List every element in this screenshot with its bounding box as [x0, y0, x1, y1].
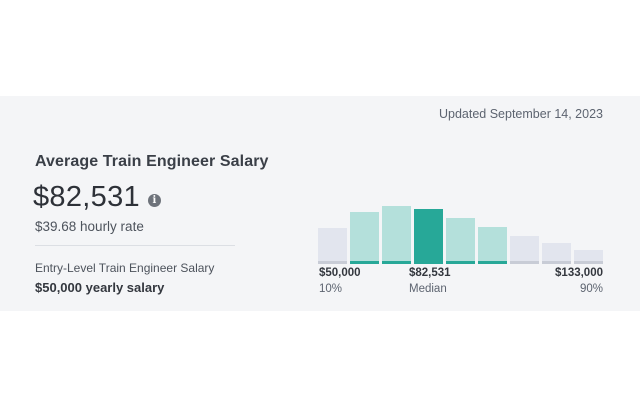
histogram-bar-7	[510, 236, 539, 264]
average-salary-row: $82,531 i	[33, 181, 161, 214]
info-icon[interactable]: i	[147, 194, 161, 207]
histogram-bar-2	[350, 212, 379, 264]
chart-label-left-value: $50,000	[319, 267, 361, 279]
salary-title: Average Train Engineer Salary	[35, 153, 269, 170]
chart-label-median-value: $82,531	[409, 267, 451, 279]
hourly-rate: $39.68 hourly rate	[35, 219, 144, 234]
entry-level-label: Entry-Level Train Engineer Salary	[35, 261, 215, 275]
histogram-bar-4	[414, 209, 443, 264]
histogram-bar-baseline	[574, 261, 603, 264]
histogram-bar-baseline	[478, 261, 507, 264]
chart-label-right-value: $133,000	[555, 267, 603, 279]
chart-label-right-sub: 90%	[579, 283, 603, 295]
entry-level-value: $50,000 yearly salary	[35, 280, 165, 295]
histogram-bar-8	[542, 243, 571, 264]
histogram-bar-baseline	[382, 261, 411, 264]
chart-label-left-sub: 10%	[319, 283, 343, 295]
histogram-bar-baseline	[446, 261, 475, 264]
histogram-bar-baseline	[510, 261, 539, 264]
divider	[35, 245, 235, 246]
salary-distribution-chart	[317, 196, 605, 264]
salary-card: Updated September 14, 2023 Average Train…	[0, 96, 640, 311]
histogram-bar-5	[446, 218, 475, 264]
average-salary-value: $82,531	[33, 181, 140, 213]
histogram-bar-9	[574, 250, 603, 264]
updated-date: Updated September 14, 2023	[438, 107, 603, 121]
histogram-bar-baseline	[350, 261, 379, 264]
histogram-bar-3	[382, 206, 411, 264]
histogram-bar-baseline	[414, 261, 443, 264]
histogram-bar-baseline	[542, 261, 571, 264]
histogram-bar-6	[478, 227, 507, 264]
histogram-bar-1	[318, 228, 347, 264]
chart-label-median-sub: Median	[409, 283, 447, 295]
histogram-bar-baseline	[318, 261, 347, 264]
